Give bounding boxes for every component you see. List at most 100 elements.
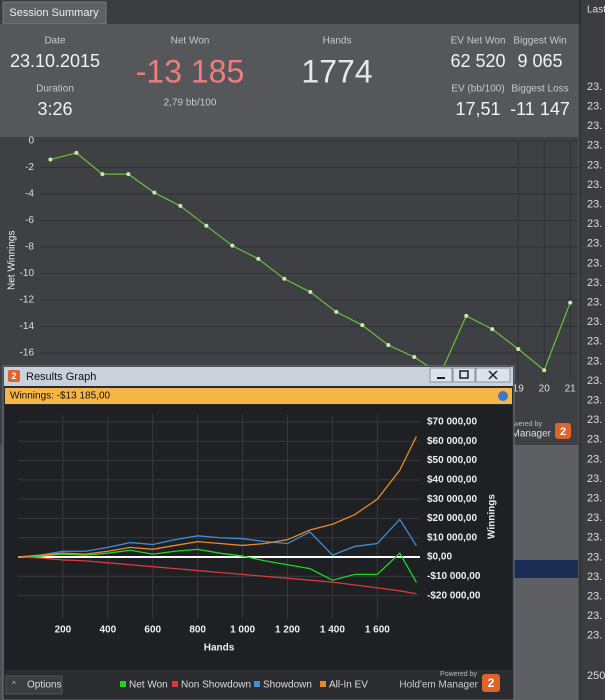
y-axis-label: Net Winnings [7,231,18,290]
series-line [17,548,417,583]
side-row: 23. [587,179,602,191]
point [152,190,157,195]
point [308,290,313,295]
duration: 3:26 [37,99,72,119]
legend-swatch [254,681,260,687]
minimize-button[interactable] [429,367,453,383]
point [100,172,105,177]
side-row: 23. [587,571,602,583]
side-row: 23. [587,238,602,250]
x-tick-label: 19 [513,384,525,395]
legend-label: Non Showdown [181,680,251,691]
series-line [17,556,417,595]
brand: Hold'em Manager [399,680,478,691]
ev-bb-label: EV (bb/100) [451,84,504,95]
side-row: 23. [587,277,602,289]
point [464,313,469,318]
window-title: Results Graph [26,371,96,383]
legend-swatch [172,681,178,687]
winnings-bar [5,388,512,404]
side-row: 23. [587,493,602,505]
point [568,300,573,305]
y-tick-label: $20 000,00 [427,513,477,524]
x-tick-label: 600 [144,625,161,636]
summary-panel [0,24,578,137]
side-row: 23. [587,453,602,465]
point [334,309,339,314]
date: 23.10.2015 [10,51,100,71]
y-tick-label: $70 000,00 [427,417,477,428]
side-row: 23. [587,355,602,367]
ev-bb: 17,51 [455,99,500,119]
point [282,276,287,281]
side-row: 23. [587,532,602,544]
y-tick-label: -$10 000,00 [427,571,481,582]
x-tick-label: 1 400 [320,625,345,636]
y-axis-label: Winnings [487,494,498,539]
options-label[interactable]: Options [27,680,61,691]
biggest-loss-label: Biggest Loss [511,84,568,95]
selected-row [514,560,578,578]
legend-swatch [120,681,126,687]
winnings-text: Winnings: -$13 185,00 [10,391,111,402]
duration-label: Duration [36,84,74,95]
legend-swatch [320,681,326,687]
side-row: 23. [587,101,602,113]
series-line [17,436,417,558]
side-tab[interactable]: Last [587,5,605,16]
y-tick-label: -2 [25,162,34,173]
side-row: 23. [587,395,602,407]
window-logo-text: 2 [488,676,495,690]
biggest-loss: -11 147 [510,99,570,119]
side-footer: 250 [587,670,605,682]
x-tick-label: 1 000 [230,625,255,636]
ev-net-won: 62 520 [450,51,505,71]
point [178,203,183,208]
side-row: 23. [587,316,602,328]
point [386,343,391,348]
point [48,157,53,162]
options-caret: ^ [12,680,16,689]
info-icon[interactable] [498,391,508,401]
side-row: 23. [587,336,602,348]
tab-label[interactable]: Session Summary [9,7,99,19]
point [126,172,131,177]
side-row: 23. [587,630,602,642]
y-tick-label: $50 000,00 [427,455,477,466]
x-tick-label: 800 [189,625,206,636]
side-row: 23. [587,610,602,622]
title-bar [4,367,513,386]
y-tick-label: -4 [25,189,34,200]
side-row: 23. [587,159,602,171]
net-won-label: Net Won [171,36,210,47]
y-tick-label: $0,00 [427,552,452,563]
point [490,327,495,332]
session-chart: 0 -2 -4 -6 -8 -10 -12 -14 -16 19 20 21 Net Winnings [7,136,578,395]
point [542,368,547,373]
y-tick-label: -8 [25,242,34,253]
biggest-win-label: Biggest Win [513,36,566,47]
y-tick-label: -16 [20,348,35,359]
hands-label: Hands [323,36,352,47]
maximize-button[interactable] [452,367,476,383]
side-row: 23. [587,257,602,269]
x-axis-label: Hands [204,643,235,654]
biggest-win: 9 065 [517,51,562,71]
y-tick-label: -$20 000,00 [427,590,481,601]
y-tick-label: 0 [28,136,34,147]
point [256,256,261,261]
powered-by: Powered by [440,671,477,678]
point [74,150,79,155]
brand-name: Manager [512,429,552,440]
brand-powered: Powered by [505,421,542,428]
point [360,323,365,328]
y-tick-label: -12 [20,295,35,306]
side-row: 23. [587,414,602,426]
side-row: 23. [587,591,602,603]
legend-label: All-In EV [329,680,368,691]
options-button[interactable] [5,675,63,695]
date-label: Date [44,36,66,47]
point [412,354,417,359]
legend-label: Net Won [129,680,168,691]
side-column [580,0,605,700]
